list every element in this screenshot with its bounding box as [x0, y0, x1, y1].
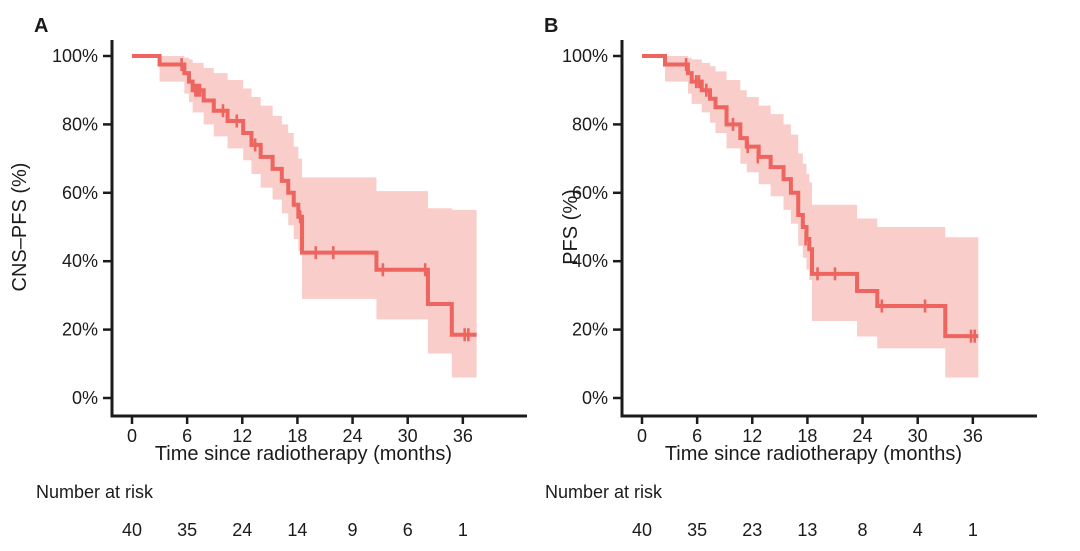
panel-label: A [34, 15, 48, 37]
x-tick-label: 12 [742, 426, 762, 446]
x-tick-label: 30 [398, 426, 418, 446]
risk-value: 14 [287, 520, 307, 540]
x-tick-label: 24 [343, 426, 363, 446]
x-tick-label: 36 [963, 426, 983, 446]
confidence-band [664, 56, 979, 378]
risk-value: 1 [968, 520, 978, 540]
risk-value: 9 [348, 520, 358, 540]
censor-marks [180, 58, 470, 342]
x-tick-label: 24 [853, 426, 873, 446]
x-axis-label: Time since radiotherapy (months) [665, 443, 962, 465]
risk-table-label: Number at risk [545, 482, 663, 502]
survival-curve [642, 54, 979, 339]
risk-value: 4 [913, 520, 923, 540]
panel-cns-pfs: 0 6 12 18 24 30 36 100% 80% 60% 40% 20% 0% Time since… [9, 15, 527, 540]
y-tick-label: 100% [52, 46, 98, 66]
km-plot-cns-pfs: 0 6 12 18 24 30 36 100% 80% 60% 40% 20% 0% Time since… [9, 15, 527, 540]
risk-value: 35 [687, 520, 707, 540]
x-tick-label: 30 [908, 426, 928, 446]
survival-curve [132, 54, 477, 337]
y-axis-label: PFS (%) [560, 189, 582, 265]
y-tick-label: 80% [62, 114, 98, 134]
y-tick-label: 60% [572, 183, 608, 203]
x-tick-label: 18 [287, 426, 307, 446]
panel-label: B [544, 15, 558, 37]
y-tick-label: 20% [62, 320, 98, 340]
risk-value: 6 [403, 520, 413, 540]
y-tick-label: 40% [62, 251, 98, 271]
risk-value: 24 [232, 520, 252, 540]
risk-value: 1 [458, 520, 468, 540]
risk-table-label: Number at risk [36, 482, 154, 502]
x-tick-label: 12 [232, 426, 252, 446]
risk-value: 23 [742, 520, 762, 540]
panel-pfs: 0 6 12 18 24 30 36 100% 80% 60% 40% 20% 0% Time since… [540, 0, 1080, 551]
x-tick-label: 0 [127, 426, 137, 446]
x-axis-label: Time since radiotherapy (months) [155, 443, 452, 465]
risk-value: 40 [122, 520, 142, 540]
y-tick-label: 60% [62, 183, 98, 203]
x-tick-label: 0 [637, 426, 647, 446]
risk-value: 35 [177, 520, 197, 540]
x-tick-label: 6 [182, 426, 192, 446]
y-axis-label: CNS–PFS (%) [9, 163, 31, 292]
y-tick-label: 0% [582, 388, 608, 408]
y-tick-label: 20% [572, 320, 608, 340]
y-tick-label: 40% [572, 251, 608, 271]
censor-marks [684, 58, 976, 343]
x-tick-label: 18 [797, 426, 817, 446]
risk-value: 8 [858, 520, 868, 540]
y-tick-label: 100% [562, 46, 608, 66]
risk-value: 13 [797, 520, 817, 540]
risk-value: 40 [632, 520, 652, 540]
y-tick-label: 80% [572, 114, 608, 134]
confidence-band [159, 56, 477, 378]
y-tick-label: 0% [72, 388, 98, 408]
x-tick-label: 6 [692, 426, 702, 446]
x-tick-label: 36 [453, 426, 473, 446]
